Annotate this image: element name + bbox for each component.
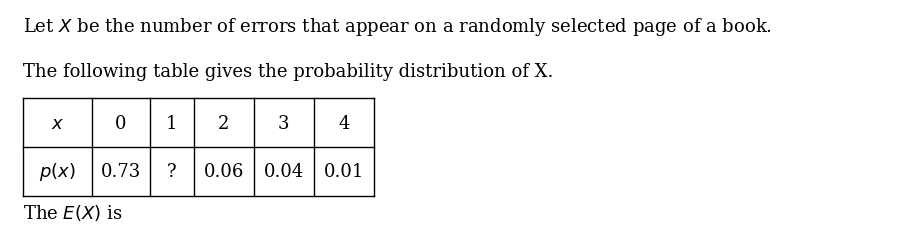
Text: 0.73: 0.73	[101, 163, 141, 180]
Text: The $E(X)$ is: The $E(X)$ is	[23, 202, 123, 222]
Text: 0.06: 0.06	[204, 163, 244, 180]
Text: 2: 2	[218, 114, 230, 132]
Text: ?: ?	[167, 163, 176, 180]
Text: Let $X$ be the number of errors that appear on a randomly selected page of a boo: Let $X$ be the number of errors that app…	[23, 16, 773, 38]
Text: 0: 0	[115, 114, 126, 132]
Text: $p(x)$: $p(x)$	[40, 161, 76, 182]
Text: 0.01: 0.01	[324, 163, 364, 180]
Text: 3: 3	[278, 114, 290, 132]
Text: 4: 4	[338, 114, 350, 132]
Text: The following table gives the probability distribution of X.: The following table gives the probabilit…	[23, 63, 554, 81]
Text: 0.04: 0.04	[264, 163, 304, 180]
Text: $x$: $x$	[51, 114, 65, 132]
Text: 1: 1	[166, 114, 177, 132]
